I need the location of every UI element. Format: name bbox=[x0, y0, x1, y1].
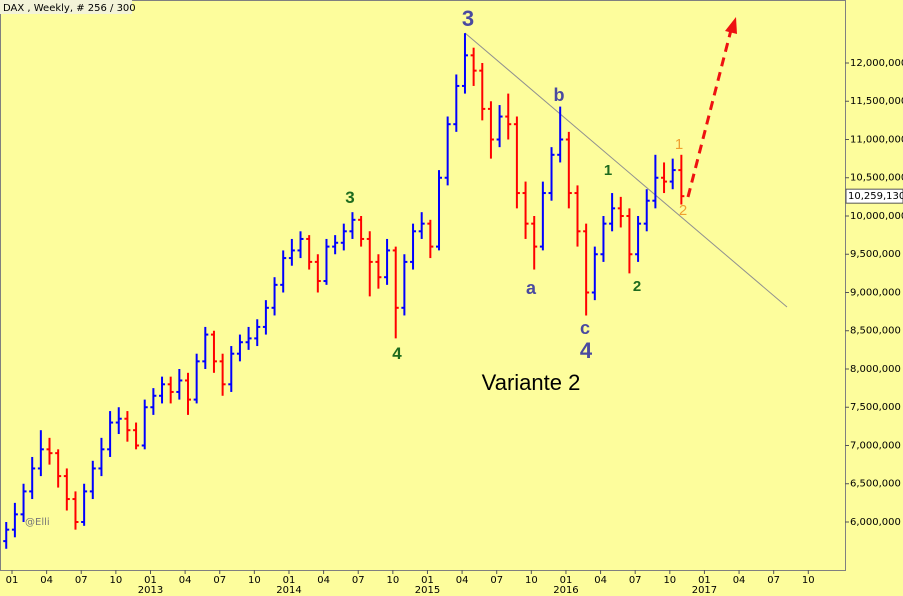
wave-label: 3 bbox=[462, 6, 474, 31]
wave-label: a bbox=[526, 278, 537, 298]
y-tick-label: 8,500,000 bbox=[850, 326, 901, 337]
x-tick-label: 10 bbox=[663, 575, 676, 586]
x-tick-label: 01 bbox=[283, 575, 296, 586]
watermark: @Elli bbox=[25, 517, 50, 528]
year-label: 2015 bbox=[415, 585, 440, 596]
plot-frame bbox=[0, 0, 846, 571]
x-tick-label: 04 bbox=[456, 575, 469, 586]
x-tick-label: 04 bbox=[317, 575, 330, 586]
arrow-head bbox=[725, 17, 737, 34]
y-tick-label: 11,000,000 bbox=[850, 134, 903, 145]
x-tick-label: 04 bbox=[594, 575, 607, 586]
wave-label: 2 bbox=[633, 278, 641, 295]
y-tick-label: 10,000,000 bbox=[850, 211, 903, 222]
x-tick-label: 07 bbox=[629, 575, 642, 586]
y-tick-label: 9,500,000 bbox=[850, 249, 901, 260]
wave-label: c bbox=[580, 318, 590, 338]
wave-label: 2 bbox=[679, 202, 687, 219]
wave-label: 1 bbox=[675, 136, 683, 153]
trend-line bbox=[464, 32, 788, 308]
x-tick-label: 10 bbox=[110, 575, 123, 586]
title-box bbox=[0, 0, 132, 14]
x-tick-label: 01 bbox=[698, 575, 711, 586]
bars bbox=[3, 33, 685, 549]
y-tick-label: 8,000,000 bbox=[850, 364, 901, 375]
x-tick-label: 10 bbox=[525, 575, 538, 586]
variant-label: Variante 2 bbox=[482, 370, 581, 395]
last-price-box bbox=[845, 188, 903, 204]
y-tick-label: 6,000,000 bbox=[850, 517, 901, 528]
wave-label: 4 bbox=[580, 338, 593, 363]
y-tick-label: 7,000,000 bbox=[850, 440, 901, 451]
y-tick-label: 6,500,000 bbox=[850, 479, 901, 490]
y-tick-label: 9,000,000 bbox=[850, 287, 901, 298]
year-label: 2016 bbox=[553, 585, 578, 596]
chart-title: DAX , Weekly, # 256 / 300 bbox=[3, 3, 136, 14]
x-tick-label: 01 bbox=[6, 575, 19, 586]
y-tick-label: 7,500,000 bbox=[850, 402, 901, 413]
x-tick-label: 07 bbox=[490, 575, 503, 586]
wave-label: b bbox=[554, 85, 565, 105]
year-label: 2013 bbox=[138, 585, 163, 596]
wave-label: 1 bbox=[604, 162, 612, 179]
year-label: 2017 bbox=[692, 585, 717, 596]
x-tick-label: 01 bbox=[144, 575, 157, 586]
x-tick-label: 10 bbox=[248, 575, 261, 586]
x-tick-label: 07 bbox=[75, 575, 88, 586]
x-tick-label: 07 bbox=[213, 575, 226, 586]
y-tick-label: 12,000,000 bbox=[850, 58, 903, 69]
projection-arrow bbox=[686, 29, 733, 198]
wave-label: 4 bbox=[392, 344, 402, 363]
x-tick-label: 01 bbox=[421, 575, 434, 586]
last-price-label: 10,259,130 bbox=[848, 191, 903, 202]
year-label: 2014 bbox=[276, 585, 301, 596]
x-tick-label: 07 bbox=[352, 575, 365, 586]
x-tick-label: 07 bbox=[767, 575, 780, 586]
x-tick-label: 04 bbox=[179, 575, 192, 586]
annotations: 3 3 4 b a c 4 1 2 1 2 Variante 2 @Elli bbox=[25, 6, 687, 528]
x-tick-label: 04 bbox=[733, 575, 746, 586]
y-tick-label: 10,500,000 bbox=[850, 173, 903, 184]
y-tick-label: 11,500,000 bbox=[850, 96, 903, 107]
x-tick-label: 10 bbox=[802, 575, 815, 586]
x-tick-label: 04 bbox=[40, 575, 53, 586]
wave-label: 3 bbox=[345, 188, 354, 207]
x-tick-label: 10 bbox=[386, 575, 399, 586]
x-tick-label: 01 bbox=[560, 575, 573, 586]
